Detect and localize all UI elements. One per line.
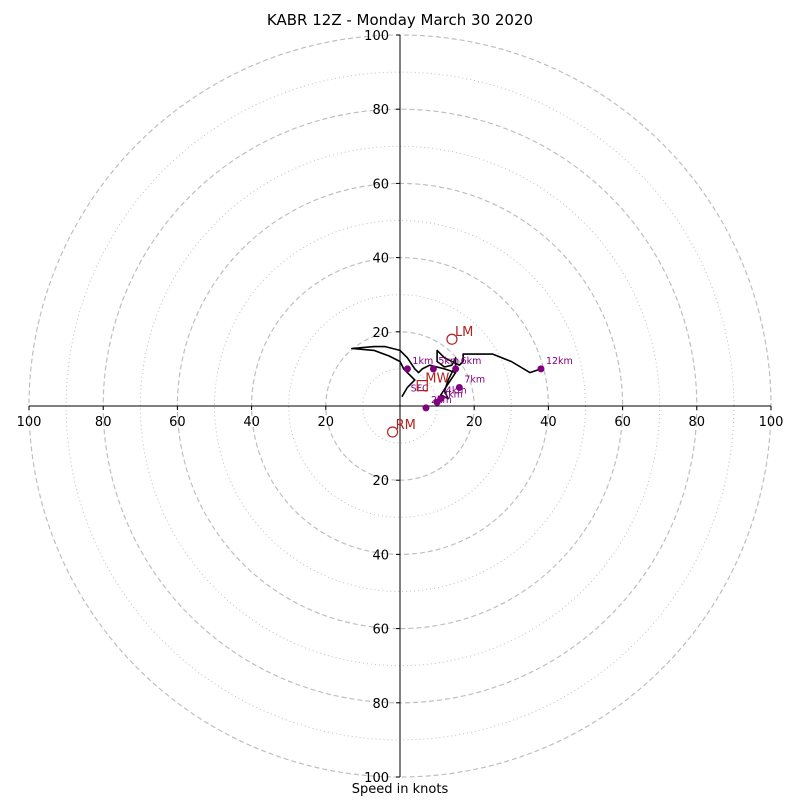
y-tick-label: 20: [372, 474, 389, 489]
y-tick-label: 100: [364, 29, 389, 44]
x-tick-label: 20: [318, 415, 335, 430]
storm-motion-marker: [416, 379, 428, 392]
storm-motion-marker: [446, 333, 458, 345]
height-marker-label: 1km: [412, 356, 433, 367]
x-tick-label: 100: [759, 415, 784, 430]
x-tick-label: 100: [17, 415, 42, 430]
y-tick-label: 20: [372, 326, 389, 341]
height-marker-point: [403, 365, 411, 373]
hodograph-trace: [350, 345, 542, 400]
height-markers: 1km2km3km4km5km6km7km12kmSFC: [403, 356, 573, 412]
x-tick-label: 40: [540, 415, 557, 430]
height-marker-label: 5km: [438, 356, 459, 367]
height-marker-point: [455, 383, 463, 391]
height-marker-label: 6km: [461, 356, 482, 367]
height-marker-label: 7km: [464, 374, 485, 385]
height-marker-label: 12km: [546, 356, 573, 367]
y-tick-label: 40: [372, 252, 389, 267]
storm-motion-label: RM: [396, 418, 416, 433]
storm-motion-label: MW: [425, 372, 449, 387]
y-tick-label: 60: [372, 623, 389, 638]
x-tick-label: 60: [614, 415, 631, 430]
height-marker-point: [429, 365, 437, 373]
hodograph-line: [350, 345, 542, 400]
height-marker-label: 3km: [442, 389, 463, 400]
height-marker-point: [422, 404, 430, 412]
height-marker-point: [537, 365, 545, 373]
x-axis-label: Speed in knots: [351, 782, 449, 797]
x-tick-label: 80: [689, 415, 706, 430]
tick-labels: 20 20 20 20 40 40 40 40 60 60 60 60 80 80 80 80 100 100 10…: [17, 29, 784, 786]
x-tick-label: 40: [243, 415, 260, 430]
height-marker-label: 4km: [446, 386, 467, 397]
y-tick-label: 80: [372, 697, 389, 712]
storm-motion-marker: [386, 426, 399, 438]
x-tick-label: 20: [466, 415, 483, 430]
height-marker-label: SFC: [411, 384, 429, 395]
storm-motion-markers: LM RM MW: [386, 325, 473, 438]
x-tick-label: 60: [169, 415, 186, 430]
y-tick-label: 40: [372, 548, 389, 563]
y-tick-label: 100: [364, 771, 389, 786]
y-tick-label: 60: [372, 177, 389, 192]
y-tick-label: 80: [372, 103, 389, 118]
height-marker-point: [452, 365, 460, 373]
x-tick-label: 80: [95, 415, 112, 430]
storm-motion-label: LM: [455, 325, 473, 340]
height-marker-point: [437, 395, 445, 403]
chart-title: KABR 12Z - Monday March 30 2020: [266, 11, 534, 29]
axes: [29, 35, 771, 777]
